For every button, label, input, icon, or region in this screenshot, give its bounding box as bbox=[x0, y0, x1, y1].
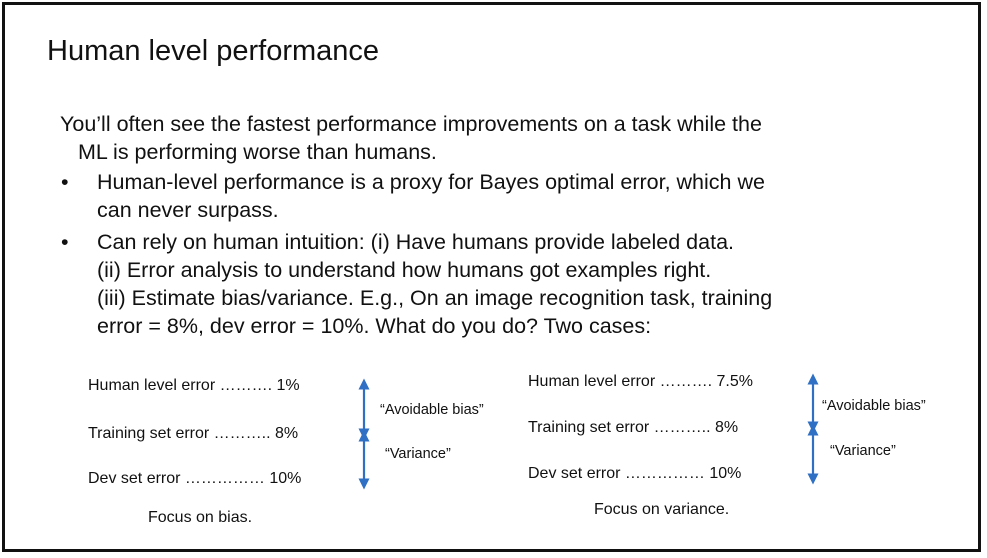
case-right-variance-label: “Variance” bbox=[830, 443, 896, 459]
bullet-line: (ii) Error analysis to understand how hu… bbox=[97, 258, 712, 282]
intro-paragraph: You’ll often see the fastest performance… bbox=[60, 111, 920, 166]
bullet-item: • Human-level performance is a proxy for… bbox=[57, 168, 937, 224]
intro-line-1: You’ll often see the fastest performance… bbox=[60, 112, 762, 136]
bullet-line: (iii) Estimate bias/variance. E.g., On a… bbox=[97, 286, 773, 310]
case-right-human-error: Human level error ………. 7.5% bbox=[528, 373, 753, 390]
bullet-list: • Human-level performance is a proxy for… bbox=[57, 168, 937, 344]
bullet-line: error = 8%, dev error = 10%. What do you… bbox=[97, 314, 652, 338]
case-right-avoidable-bias-label: “Avoidable bias” bbox=[822, 398, 926, 414]
case-left-dev-error: Dev set error …………… 10% bbox=[88, 470, 302, 487]
case-left-variance-label: “Variance” bbox=[385, 446, 451, 462]
case-left-conclusion: Focus on bias. bbox=[148, 509, 253, 526]
bullet-line: Can rely on human intuition: (i) Have hu… bbox=[97, 230, 735, 254]
slide-title: Human level performance bbox=[47, 35, 380, 67]
case-right-conclusion: Focus on variance. bbox=[594, 501, 730, 518]
bullet-item: • Can rely on human intuition: (i) Have … bbox=[57, 228, 937, 340]
bullet-marker: • bbox=[61, 170, 69, 194]
case-left-human-error: Human level error ………. 1% bbox=[88, 377, 300, 394]
bullet-line: can never surpass. bbox=[97, 198, 279, 222]
bullet-marker: • bbox=[61, 230, 69, 254]
case-right-dev-error: Dev set error …………… 10% bbox=[528, 465, 742, 482]
bullet-line: Human-level performance is a proxy for B… bbox=[97, 170, 765, 194]
case-right-training-error: Training set error ……….. 8% bbox=[528, 419, 739, 436]
intro-line-2: ML is performing worse than humans. bbox=[78, 139, 437, 164]
case-left-avoidable-bias-label: “Avoidable bias” bbox=[380, 402, 484, 418]
case-left-training-error: Training set error ……….. 8% bbox=[88, 425, 299, 442]
